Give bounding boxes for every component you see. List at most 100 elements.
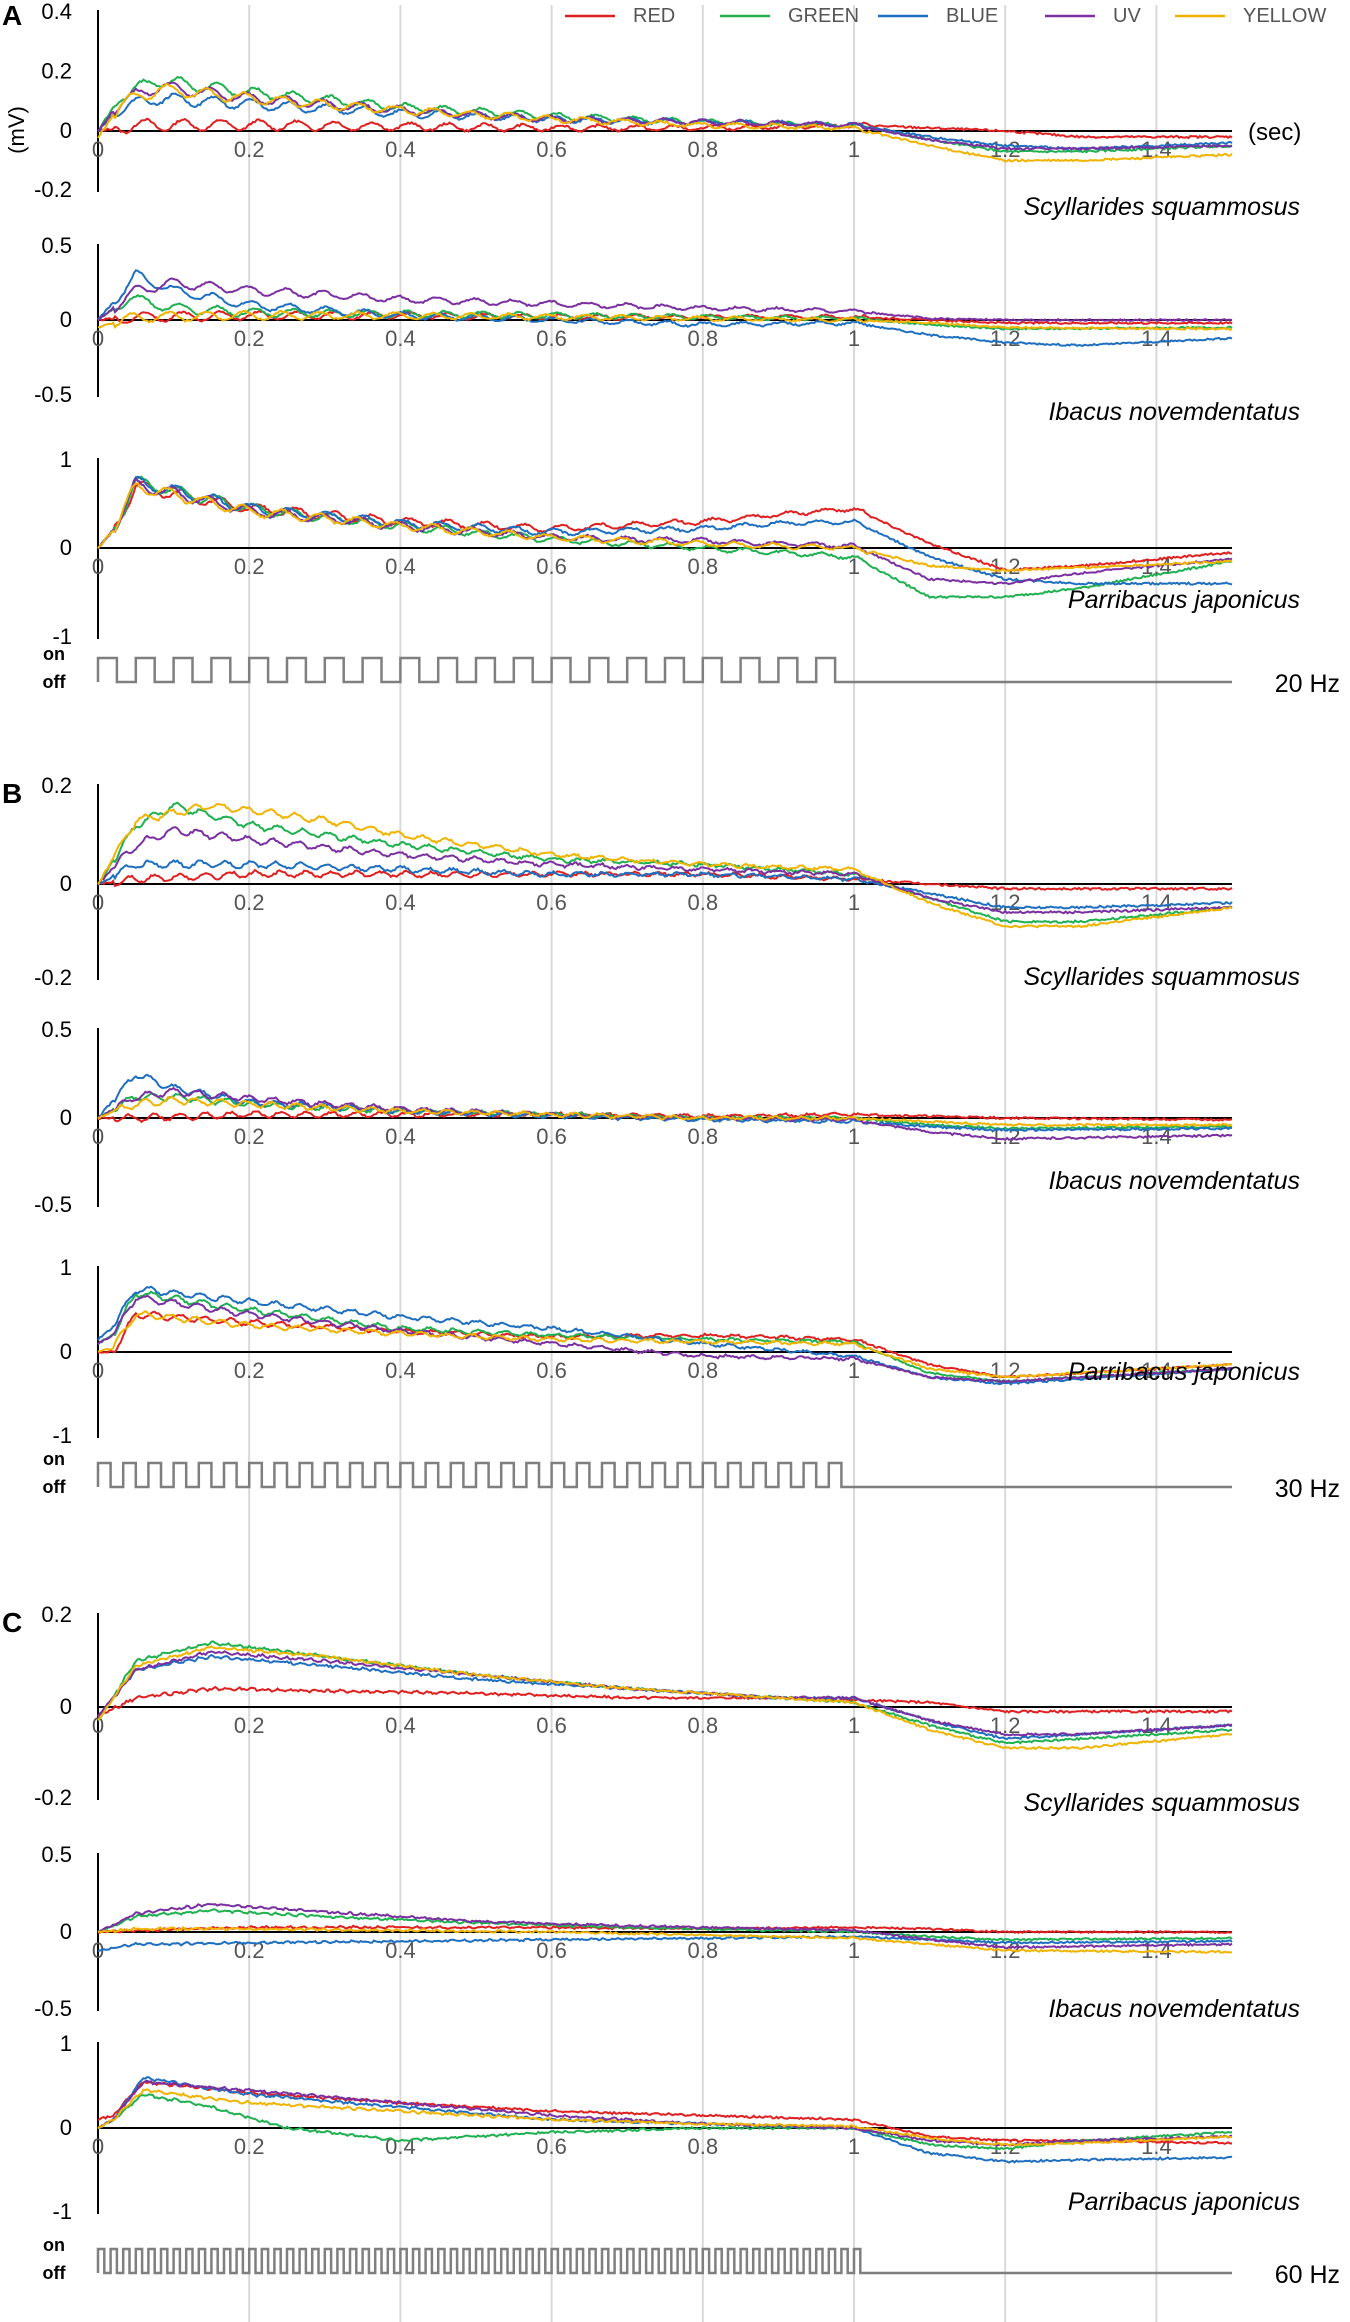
stimulus-off-label: off [43,2263,67,2283]
y-tick-label: 1 [60,1255,72,1280]
x-tick-label: 0.2 [234,1124,265,1149]
series-line-blue [97,1934,1233,1953]
x-tick-label: 0.6 [536,2134,567,2159]
series-line-yellow [97,1309,1233,1379]
y-tick-label: -0.5 [34,382,72,407]
y-tick-label: 0 [60,307,72,332]
series-line-uv [97,826,1233,915]
panel-letter-A: A [2,0,22,31]
x-tick-label: 0.4 [385,137,416,162]
species-label: Scyllarides squammosus [1024,193,1301,221]
series-line-yellow [97,1925,1233,1954]
x-tick-label: 0.8 [688,326,719,351]
x-tick-label: 0.8 [688,890,719,915]
species-label: Parribacus japonicus [1068,586,1300,614]
species-label: Scyllarides squammosus [1024,1789,1301,1817]
x-tick-label: 0 [92,326,104,351]
species-label: Parribacus japonicus [1068,1358,1300,1386]
legend-label-yellow: YELLOW [1243,5,1326,27]
x-tick-label: 0.8 [688,1124,719,1149]
stimulus-on-label: on [43,644,65,664]
plot-A-2: 0.5 0 -0.5 0 0.2 0.4 0.6 0.8 1 1.2 1.4 Ibacus novem… [34,233,1300,426]
stimulus-off-label: off [43,1477,67,1497]
y-tick-label: -0.2 [34,1785,72,1810]
y-tick-label: 0 [60,1105,72,1130]
stimulus-trace-B: on off 30 Hz [43,1449,1340,1503]
species-label: Scyllarides squammosus [1024,963,1301,991]
y-tick-label: -0.5 [34,1192,72,1217]
series-line-blue [97,859,1233,910]
series-line-uv [97,476,1233,586]
stimulus-on-label: on [43,2235,65,2255]
y-tick-label: 0 [60,1694,72,1719]
stimulus-waveform [96,656,1232,684]
species-label: Ibacus novemdentatus [1048,1995,1300,2023]
y-tick-label: 0.2 [41,59,72,84]
x-tick-label: 0.6 [536,1938,567,1963]
x-tick-label: 0 [92,890,104,915]
stimulus-off-label: off [43,672,67,692]
series-line-yellow [97,82,1233,163]
species-label: Parribacus japonicus [1068,2188,1300,2216]
series-line-uv [97,1086,1233,1142]
x-tick-label: 1 [848,1358,860,1383]
y-tick-label: -1 [52,2199,72,2224]
x-tick-label: 1 [848,2134,860,2159]
x-tick-label: 0 [92,1358,104,1383]
series-line-uv [97,2079,1233,2147]
x-tick-label: 1 [848,1124,860,1149]
x-tick-label: 1.4 [1141,326,1172,351]
x-tick-label: 1 [848,554,860,579]
y-tick-label: 1 [60,447,72,472]
series-line-uv [97,1294,1233,1384]
plot-B-1: 0.20-0.20 0.2 0.4 0.6 0.8 1 1.2 1.4Scyllarides … [34,773,1300,991]
stimulus-frequency-label: 20 Hz [1275,670,1340,698]
x-tick-label: 0 [92,554,104,579]
series-line-yellow [97,482,1233,573]
series-line-red [98,1110,1233,1124]
x-tick-label: 0.2 [234,890,265,915]
x-tick-label: 1 [848,137,860,162]
y-tick-label: 0.5 [41,1017,72,1042]
stimulus-on-label: on [43,1449,65,1469]
x-tick-label: 1.2 [990,326,1021,351]
series-line-yellow [97,309,1233,332]
series-line-uv [97,81,1233,151]
y-tick-label: 0 [60,1339,72,1364]
x-tick-label: 0.8 [688,1938,719,1963]
series-line-blue [97,475,1233,587]
plot-A-1: 0.40.20-0.20 0.2 0.4 0.6 0.8 1 1.2 1.4Scyllarid… [34,0,1300,221]
series-line-red [98,117,1233,140]
species-label: Ibacus novemdentatus [1048,398,1300,426]
species-label: Ibacus novemdentatus [1048,1167,1300,1195]
x-tick-label: 0.6 [536,137,567,162]
stimulus-trace-C: on off 60 Hz [43,2235,1340,2289]
series-line-yellow [97,2088,1232,2147]
y-tick-label: -0.2 [34,177,72,202]
y-tick-label: -1 [52,624,72,649]
x-tick-label: 0.2 [234,1358,265,1383]
x-tick-label: 0.4 [385,1358,416,1383]
series-line-red [97,1310,1233,1379]
y-tick-label: 0 [60,1919,72,1944]
stimulus-waveform [96,2247,1232,2275]
x-tick-label: 1 [848,1938,860,1963]
x-tick-label: 0.6 [536,554,567,579]
x-tick-label: 0.2 [234,554,265,579]
series-line-yellow [97,802,1233,929]
y-tick-label: 0.2 [41,1602,72,1627]
series-line-red [97,2080,1233,2145]
x-tick-label: 0.8 [688,2134,719,2159]
series-line-green [97,1908,1233,1942]
x-tick-label: 1.2 [990,1358,1021,1383]
x-tick-label: 0.2 [234,137,265,162]
x-tick-label: 0.8 [688,1713,719,1738]
series-line-red [97,480,1233,572]
x-unit-label: (sec) [1248,119,1301,146]
stimulus-trace-A: on off 20 Hz [43,644,1340,698]
